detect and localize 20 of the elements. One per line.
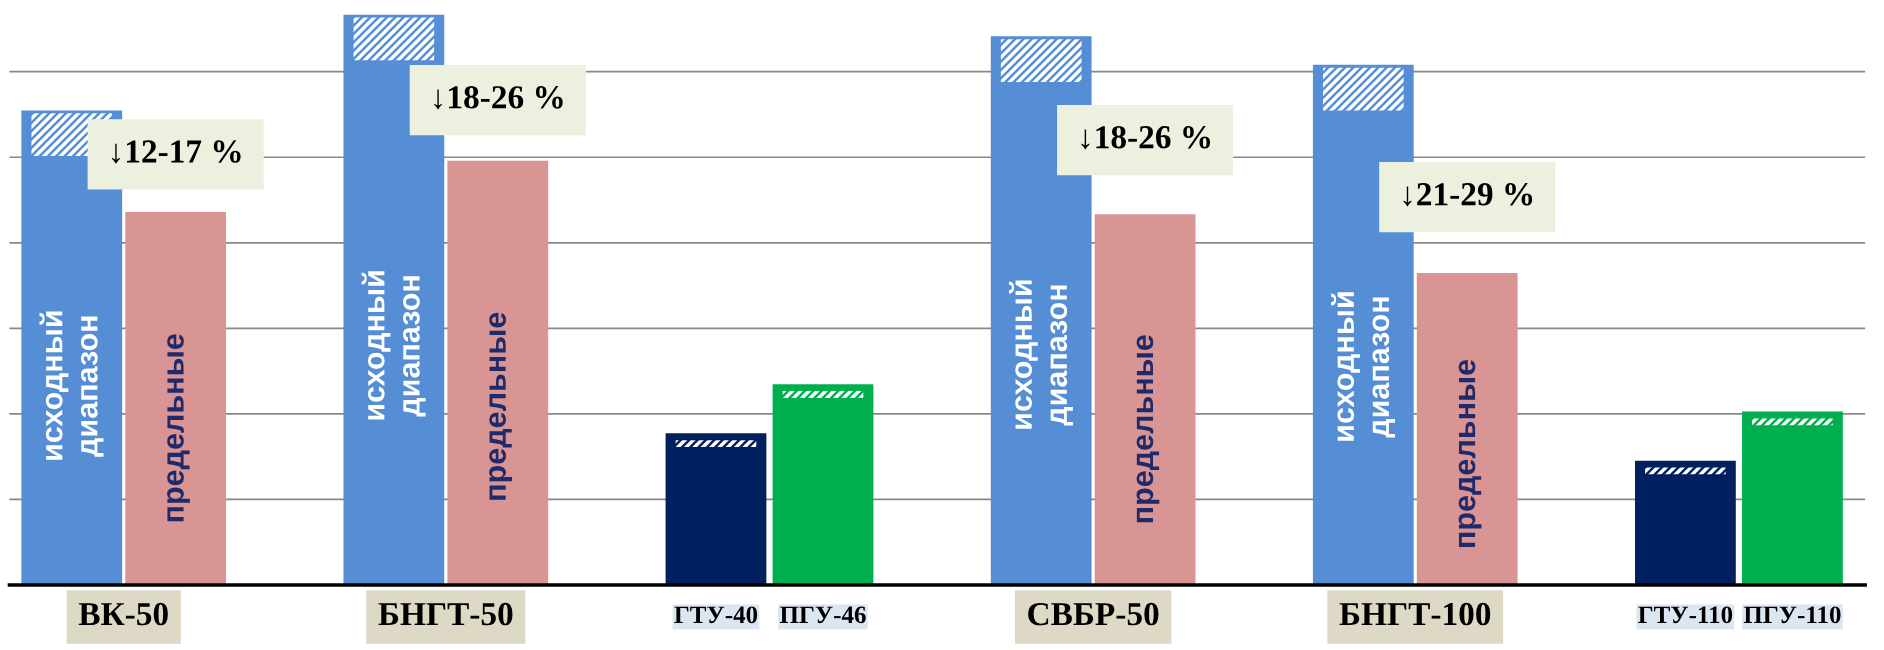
text: предельные — [167, 334, 190, 522]
annotation: ↓21-29 % — [1403, 183, 1533, 207]
x-tick-label: ПГУ-110 — [1743, 606, 1841, 624]
x-tick-label: ГТУ-110 — [1638, 606, 1733, 624]
x-tick-label: ВК-50 — [78, 602, 168, 626]
annotation: ↓18-26 % — [434, 86, 563, 110]
x-tick-label: СВБР-50 — [1028, 602, 1159, 626]
text: исходный диапазон — [39, 311, 104, 460]
x-tick-label: БНГТ-50 — [378, 602, 513, 626]
x-tick-label: ПГУ-46 — [779, 606, 866, 624]
x-tick-label: БНГТ-100 — [1339, 602, 1491, 626]
annotation: ↓18-26 % — [1081, 125, 1211, 150]
annotation: ↓12-17 % — [112, 140, 241, 164]
series-label: предельные — [1458, 359, 1482, 547]
text: исходный диапазон — [1008, 280, 1073, 429]
x-tick-label: ГТУ-40 — [674, 606, 758, 624]
text: исходный диапазон — [361, 271, 426, 420]
text: предельные — [489, 312, 513, 500]
series-label: исходный диапазон — [1331, 292, 1396, 441]
text: предельные — [1136, 335, 1160, 523]
